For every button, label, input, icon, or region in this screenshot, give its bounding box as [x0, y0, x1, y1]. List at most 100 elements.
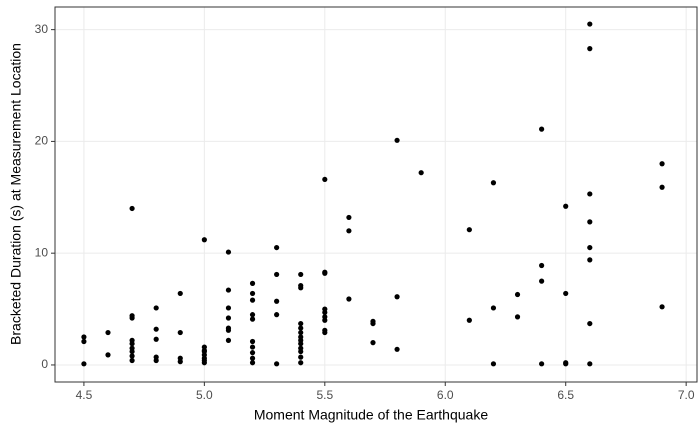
point — [105, 329, 111, 336]
point — [177, 290, 183, 297]
point — [274, 244, 280, 251]
point — [153, 336, 159, 342]
point — [225, 327, 232, 333]
point — [466, 227, 472, 233]
point — [587, 361, 593, 367]
point — [249, 290, 256, 297]
point — [153, 305, 159, 311]
point — [490, 361, 497, 367]
point — [249, 360, 256, 366]
point — [129, 205, 135, 212]
point — [298, 341, 304, 347]
point — [587, 219, 593, 225]
point — [346, 214, 352, 221]
point — [587, 244, 593, 251]
point — [129, 348, 135, 355]
point — [346, 228, 352, 234]
point — [298, 348, 304, 355]
point — [225, 287, 232, 293]
point — [563, 361, 569, 367]
point — [346, 296, 352, 302]
x-axis-title: Moment Magnitude of the Earthquake — [254, 407, 488, 423]
point — [298, 320, 304, 327]
y-tick-label: 0 — [41, 357, 48, 371]
point — [129, 341, 135, 347]
point — [81, 338, 87, 345]
point — [563, 203, 569, 209]
y-tick-label: 30 — [35, 22, 49, 36]
plot-border — [54, 6, 698, 383]
y-axis-title: Bracketed Duration (s) at Measurement Lo… — [8, 43, 24, 345]
point — [490, 180, 497, 186]
point — [322, 270, 328, 276]
point — [587, 257, 593, 263]
point — [514, 291, 521, 298]
point — [394, 346, 400, 352]
point — [298, 325, 304, 331]
point — [249, 355, 256, 361]
point — [322, 317, 328, 323]
point — [490, 305, 497, 311]
point — [298, 360, 304, 366]
point — [81, 334, 87, 340]
point — [153, 326, 159, 332]
point — [105, 352, 111, 358]
point — [322, 309, 328, 316]
point — [225, 315, 232, 321]
point — [249, 350, 256, 356]
point — [539, 361, 545, 367]
point — [153, 357, 159, 364]
point — [249, 338, 256, 345]
point — [129, 353, 135, 359]
point — [394, 137, 400, 143]
point — [249, 344, 256, 350]
x-tick-label: 7.0 — [678, 388, 695, 402]
point — [249, 280, 256, 286]
point — [249, 316, 256, 322]
point — [249, 297, 256, 303]
point — [249, 312, 256, 318]
point — [394, 294, 400, 300]
point — [322, 329, 328, 336]
point — [539, 278, 545, 284]
point — [274, 361, 280, 367]
point — [587, 320, 593, 327]
point — [563, 290, 569, 297]
point — [514, 314, 521, 320]
point — [587, 46, 593, 52]
x-tick-label: 6.5 — [557, 388, 574, 402]
x-tick-label: 5.5 — [316, 388, 333, 402]
point — [201, 360, 207, 366]
point — [274, 298, 280, 304]
point — [659, 161, 665, 167]
point — [298, 271, 304, 278]
point — [298, 329, 304, 336]
point — [370, 320, 376, 327]
x-tick-label: 6.0 — [437, 388, 454, 402]
point — [81, 361, 87, 367]
point — [659, 184, 665, 190]
point — [177, 329, 183, 336]
point — [129, 315, 135, 321]
point — [225, 249, 232, 255]
y-tick-label: 10 — [35, 245, 49, 259]
point — [274, 271, 280, 278]
point — [225, 337, 232, 343]
point — [659, 304, 665, 310]
point — [274, 312, 280, 318]
point — [587, 191, 593, 197]
point — [370, 339, 376, 346]
point — [201, 237, 207, 243]
point — [539, 262, 545, 269]
point — [418, 170, 424, 176]
point — [466, 317, 472, 323]
point — [298, 285, 304, 291]
point — [177, 359, 183, 365]
point — [225, 305, 232, 311]
point — [322, 176, 328, 183]
point — [298, 354, 304, 360]
x-tick-label: 5.0 — [196, 388, 213, 402]
x-tick-label: 4.5 — [76, 388, 93, 402]
point — [587, 21, 593, 27]
